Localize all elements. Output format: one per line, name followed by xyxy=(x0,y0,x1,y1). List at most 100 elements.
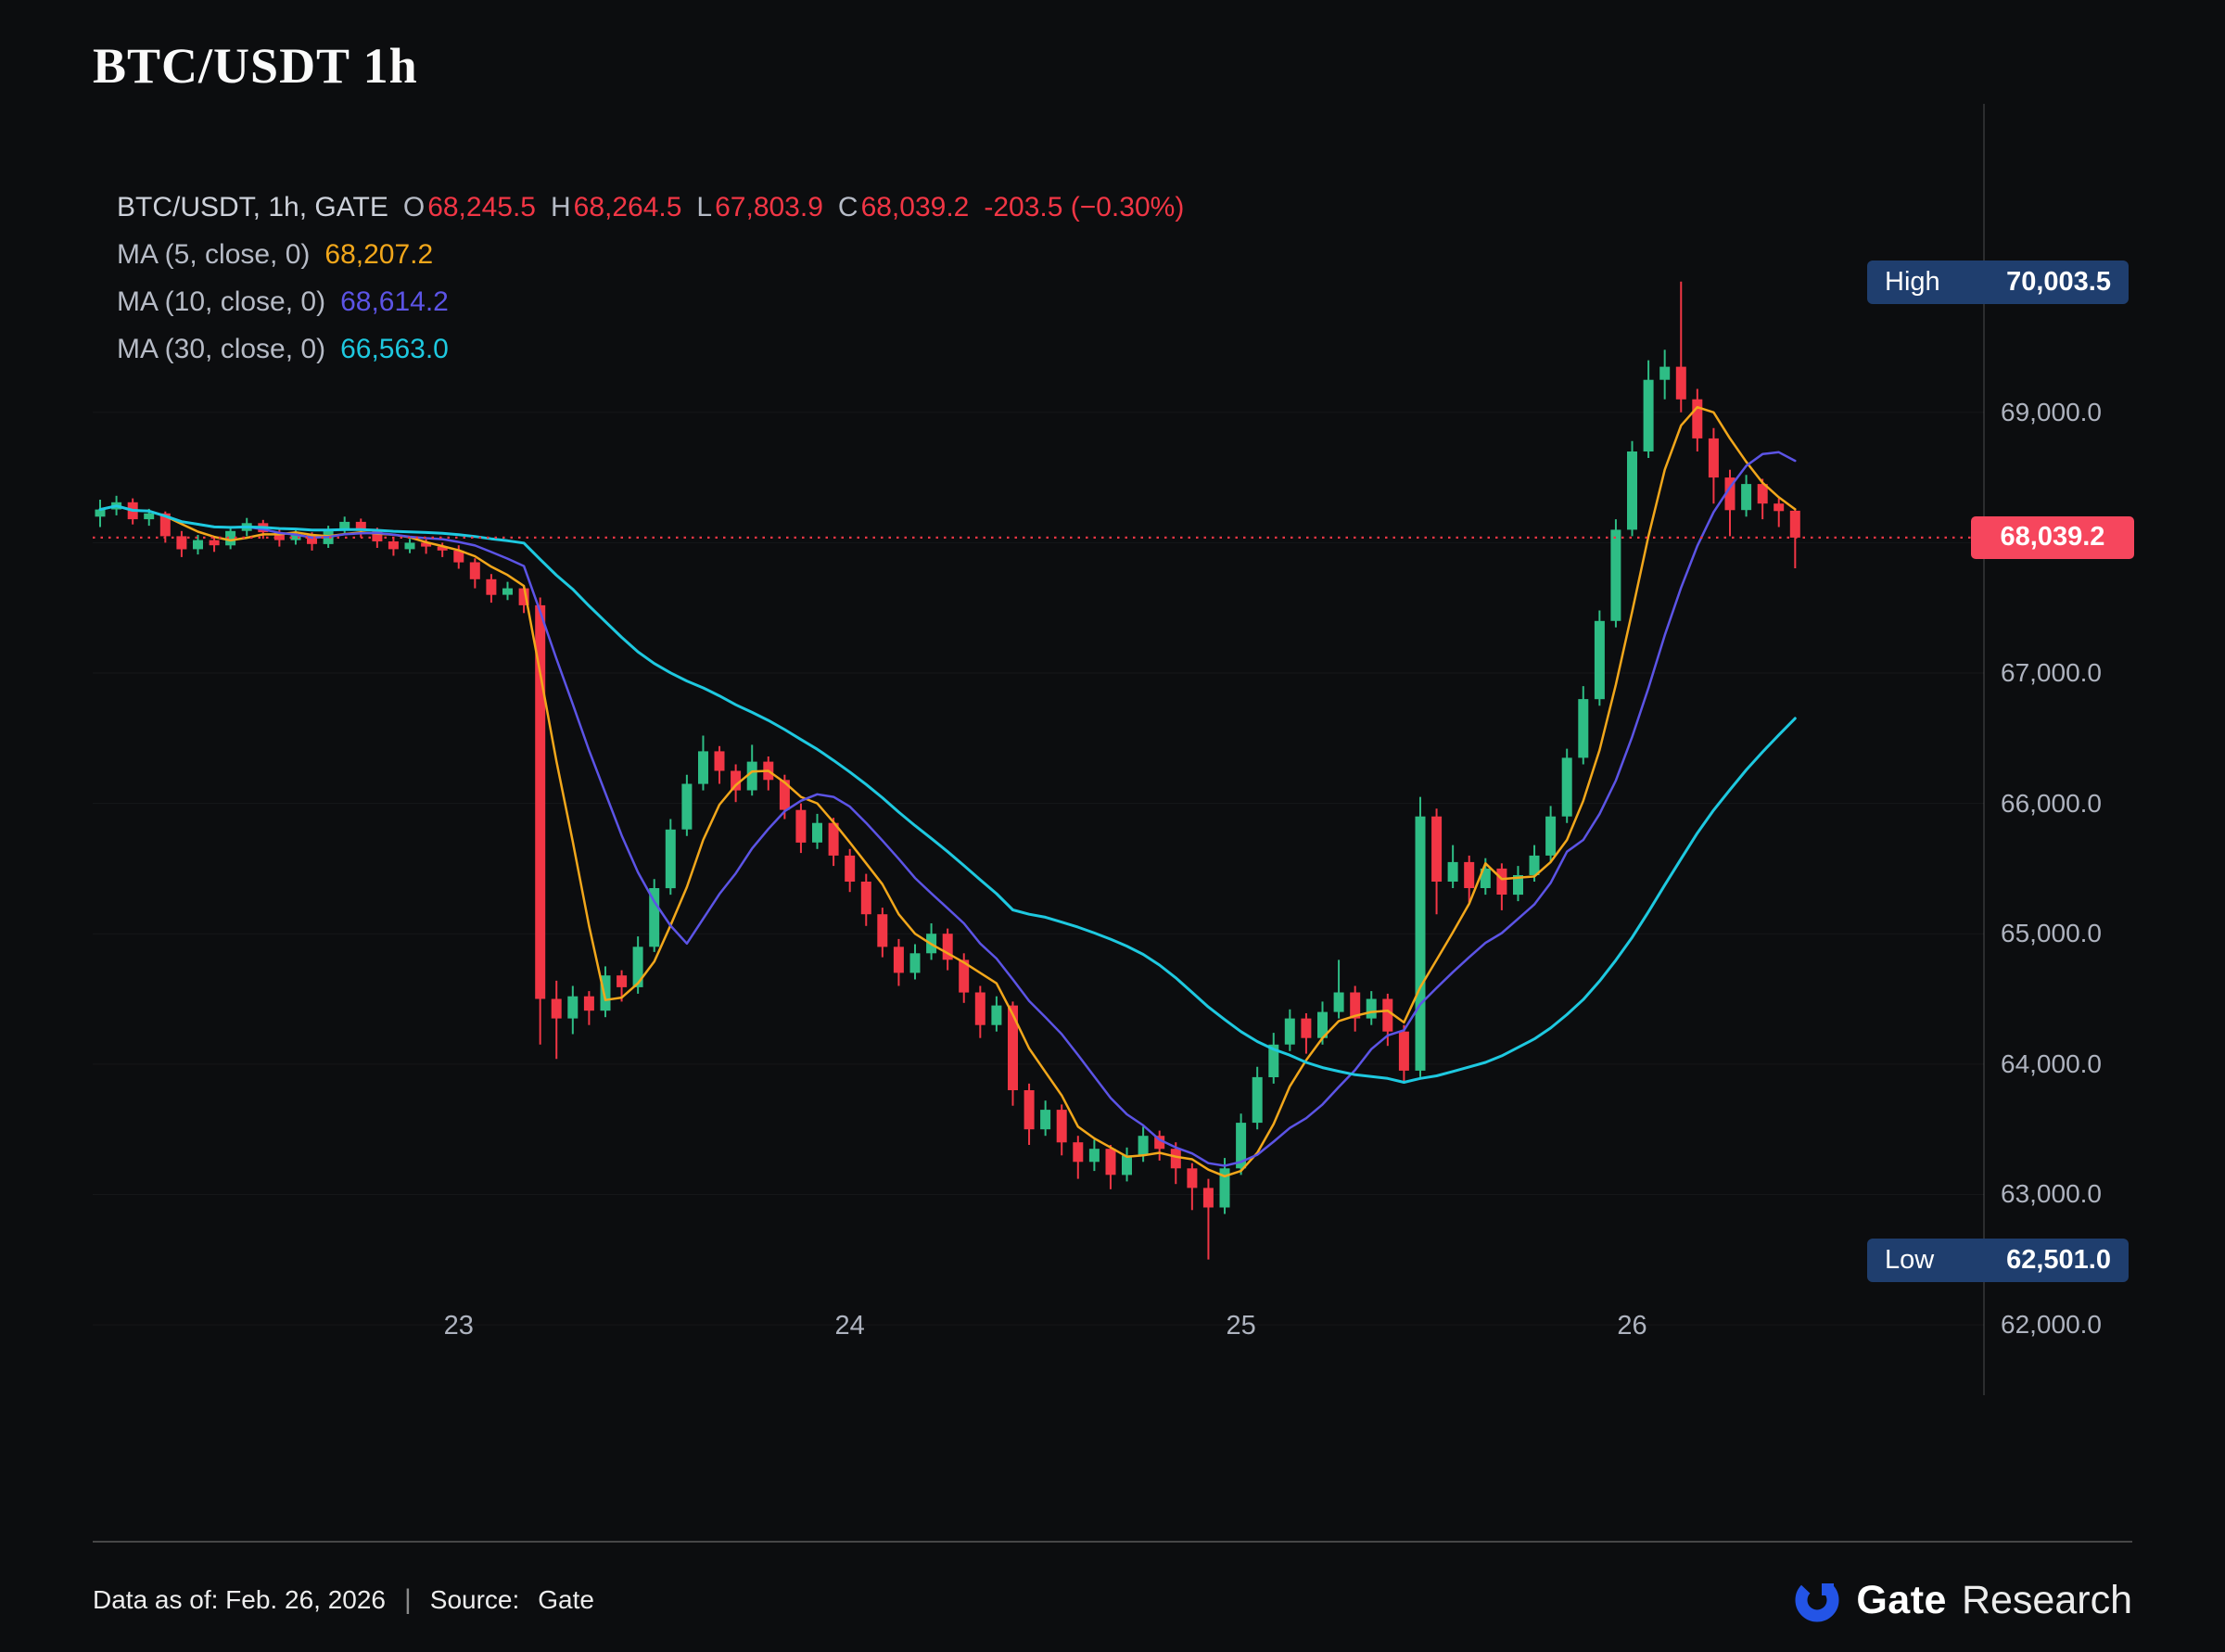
candle-body xyxy=(1610,529,1621,621)
candle-body xyxy=(714,751,725,771)
ohlc-row: BTC/USDT, 1h, GATE O 68,245.5 H 68,264.5… xyxy=(117,184,1184,231)
open-letter: O xyxy=(402,191,426,222)
candle-body xyxy=(974,992,985,1025)
candle-body xyxy=(1040,1110,1051,1130)
data-as-of-label: Data as of: Feb. 26, 2026 xyxy=(93,1585,386,1614)
y-axis-label: 63,000.0 xyxy=(2001,1179,2102,1209)
candle-body xyxy=(1675,366,1686,400)
candle-body xyxy=(209,540,220,546)
low-letter: L xyxy=(696,191,713,222)
ma10-row: MA (10, close, 0) 68,614.2 xyxy=(117,278,1184,325)
candle-body xyxy=(1741,484,1752,511)
ma10-label: MA (10, close, 0) xyxy=(117,286,326,317)
candle-body xyxy=(1056,1110,1067,1143)
symbol-label: BTC/USDT, 1h, GATE xyxy=(117,191,388,222)
candle-body xyxy=(1122,1155,1132,1175)
candle-body xyxy=(1187,1168,1198,1188)
candle-body xyxy=(1789,510,1800,538)
page-title: BTC/USDT 1h xyxy=(93,38,418,94)
brand-suffix: Research xyxy=(1961,1577,2132,1622)
candle-body xyxy=(95,509,106,517)
y-axis-label: 65,000.0 xyxy=(2001,919,2102,948)
candle-body xyxy=(681,783,693,830)
candle-body xyxy=(1202,1188,1214,1208)
gate-logo-icon xyxy=(1795,1578,1839,1622)
candle-body xyxy=(1024,1090,1035,1130)
candle-body xyxy=(404,542,415,550)
candle-body xyxy=(388,541,399,550)
candle-body xyxy=(1724,477,1736,511)
x-axis-label: 26 xyxy=(1617,1311,1647,1341)
high-badge-value: 70,003.5 xyxy=(2006,266,2111,297)
high-badge-label: High xyxy=(1885,266,1940,297)
candle-body xyxy=(273,532,285,540)
candle-body xyxy=(860,882,871,915)
close-pair: C 68,039.2 xyxy=(838,192,969,223)
candle-body xyxy=(1496,868,1507,895)
candle-body xyxy=(176,536,187,550)
candle-body xyxy=(1073,1142,1084,1163)
candle-body xyxy=(731,770,742,791)
y-axis-label: 64,000.0 xyxy=(2001,1048,2102,1078)
chart-legend: BTC/USDT, 1h, GATE O 68,245.5 H 68,264.5… xyxy=(117,184,1184,373)
high-value-legend: 68,264.5 xyxy=(573,191,682,222)
candle-body xyxy=(665,829,676,889)
candle-body xyxy=(1333,992,1344,1012)
candle-body xyxy=(453,550,464,563)
close-letter: C xyxy=(837,191,858,222)
ma-10-line xyxy=(98,451,1797,1167)
ma5-row: MA (5, close, 0) 68,207.2 xyxy=(117,231,1184,278)
high-badge: High 70,003.5 xyxy=(1867,260,2129,304)
candle-body xyxy=(307,535,317,544)
candle-body xyxy=(193,540,203,550)
candle-body xyxy=(1659,366,1671,380)
candle-body xyxy=(632,947,643,987)
ma30-row: MA (30, close, 0) 66,563.0 xyxy=(117,325,1184,373)
footer-divider xyxy=(93,1541,2132,1543)
last-price-label: 68,039.2 xyxy=(1971,515,2134,559)
candle-body xyxy=(1643,379,1654,451)
open-pair: O 68,245.5 xyxy=(403,192,536,223)
candle-body xyxy=(518,588,529,605)
change-value: -203.5 (−0.30%) xyxy=(984,191,1185,222)
candles-layer xyxy=(95,281,1800,1260)
ma-30-line xyxy=(98,504,1797,1084)
candle-body xyxy=(1415,816,1426,1071)
x-axis-label: 23 xyxy=(443,1311,474,1341)
candle-body xyxy=(812,822,822,843)
candle-body xyxy=(225,530,236,546)
brand-name: Gate xyxy=(1856,1577,1947,1622)
source-value: Gate xyxy=(538,1585,594,1614)
candle-body xyxy=(1382,998,1393,1032)
candle-body xyxy=(290,535,301,540)
candle-body xyxy=(1398,1031,1409,1071)
candle-body xyxy=(1154,1136,1165,1150)
brand-lockup: Gate Research xyxy=(1791,1574,2132,1626)
low-pair: L 67,803.9 xyxy=(696,192,822,223)
candle-body xyxy=(551,998,562,1019)
candle-body xyxy=(1088,1149,1100,1163)
candle-body xyxy=(1317,1011,1328,1038)
candle-body xyxy=(909,953,921,973)
ma10-value: 68,614.2 xyxy=(340,286,449,317)
candle-body xyxy=(1774,503,1785,512)
candle-body xyxy=(583,996,594,1011)
candle-body xyxy=(746,761,757,791)
candle-body xyxy=(1219,1168,1230,1208)
close-value-legend: 68,039.2 xyxy=(860,191,970,222)
candle-body xyxy=(1627,451,1637,530)
source-label: Source: xyxy=(429,1585,520,1614)
candle-body xyxy=(1236,1123,1247,1169)
y-axis-label: 67,000.0 xyxy=(2001,658,2102,688)
candle-body xyxy=(779,780,790,810)
candle-body xyxy=(1708,438,1719,478)
candle-body xyxy=(144,513,155,520)
high-pair: H 68,264.5 xyxy=(551,192,681,223)
candle-body xyxy=(1578,699,1589,758)
candle-body xyxy=(795,809,807,843)
candle-body xyxy=(372,530,383,541)
low-badge: Low 62,501.0 xyxy=(1867,1238,2129,1282)
candle-body xyxy=(567,996,578,1019)
candle-body xyxy=(698,751,708,784)
